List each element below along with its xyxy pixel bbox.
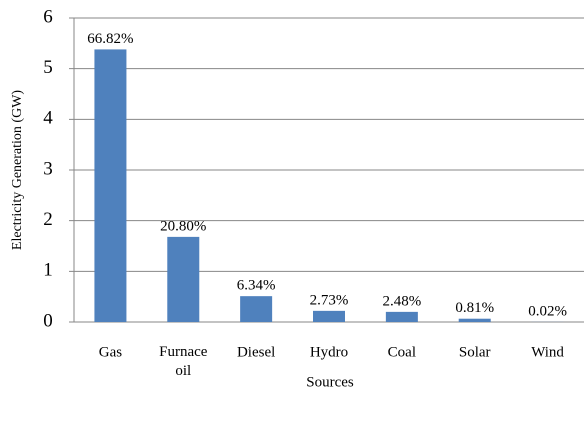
y-tick-label: 3 bbox=[43, 158, 53, 179]
y-tick-label: 0 bbox=[43, 310, 53, 331]
x-tick-label: Hydro bbox=[310, 344, 348, 360]
x-tick-label: Solar bbox=[459, 344, 491, 360]
bar bbox=[385, 311, 418, 322]
x-tick-label: Gas bbox=[99, 344, 122, 360]
bar bbox=[313, 310, 345, 322]
bar-label: 2.73% bbox=[310, 292, 349, 308]
x-tick-label: Wind bbox=[531, 344, 564, 360]
y-tick-label: 5 bbox=[43, 57, 53, 78]
bar-label: 20.80% bbox=[160, 218, 206, 234]
y-axis-title: Electricity Generation (GW) bbox=[10, 90, 25, 250]
bar bbox=[167, 236, 200, 322]
bar bbox=[240, 296, 273, 322]
bar-label: 0.81% bbox=[455, 300, 494, 316]
x-axis-title: Sources bbox=[306, 374, 354, 390]
bar bbox=[458, 318, 491, 322]
bar-label: 2.48% bbox=[382, 293, 421, 309]
y-tick-label: 1 bbox=[43, 260, 53, 281]
bar bbox=[94, 49, 127, 323]
bar-label: 6.34% bbox=[237, 278, 276, 294]
x-tick-label: Furnace oil bbox=[159, 344, 208, 379]
x-tick-label: Diesel bbox=[237, 344, 275, 360]
x-tick-label: Coal bbox=[388, 344, 416, 360]
y-tick-label: 2 bbox=[43, 209, 53, 230]
bar-label: 66.82% bbox=[87, 31, 133, 47]
bar-label: 0.02% bbox=[528, 303, 567, 319]
y-tick-label: 6 bbox=[43, 6, 53, 27]
y-tick-label: 4 bbox=[43, 108, 53, 129]
